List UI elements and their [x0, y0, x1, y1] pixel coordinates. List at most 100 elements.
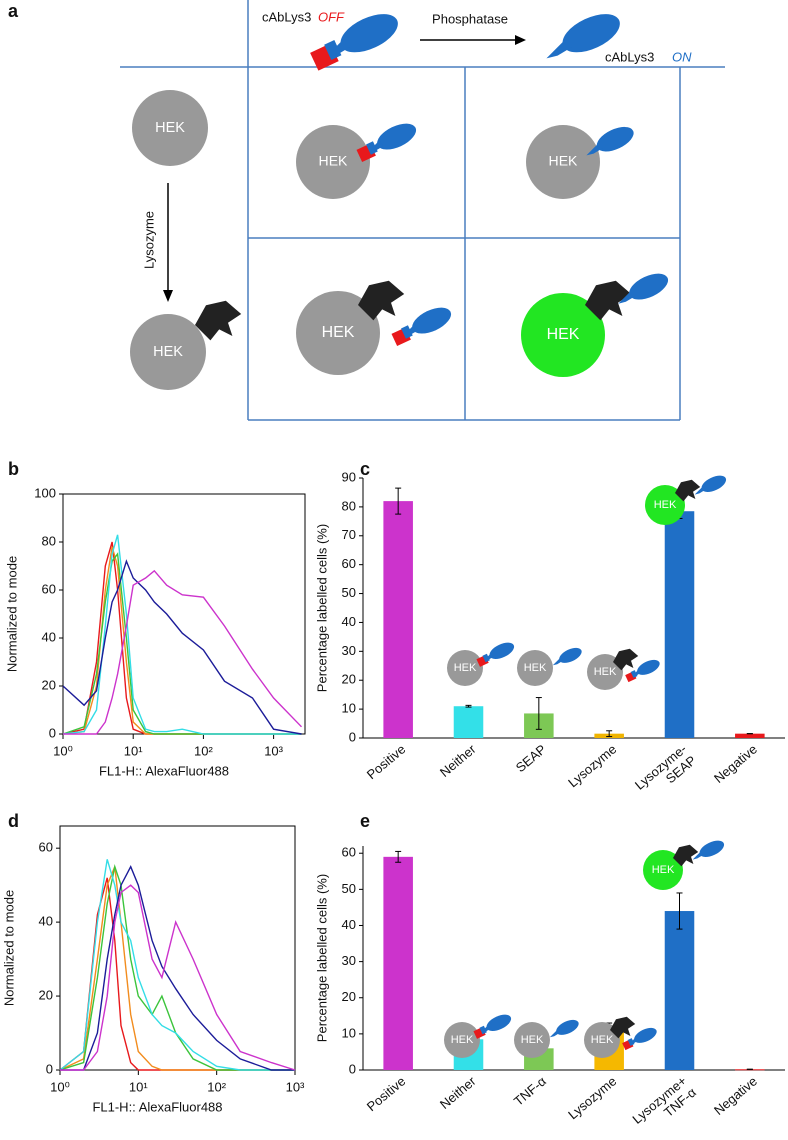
error-bar [395, 850, 402, 863]
x-tick-label: Neither [437, 1073, 479, 1112]
panel-label: b [8, 459, 19, 479]
antibody-tip [549, 1029, 560, 1038]
x-tick-label: 10² [194, 743, 213, 758]
y-axis-label: Percentage labelled cells (%) [314, 524, 329, 692]
receptor-shape [195, 300, 242, 341]
bar [453, 706, 484, 738]
y-tick-label: 50 [342, 881, 356, 896]
antibody [391, 307, 452, 346]
antibody-body [629, 273, 669, 300]
bar [383, 501, 413, 738]
y-axis-label: Normalized to mode [1, 890, 16, 1006]
y-tick-label: 10 [342, 1025, 356, 1040]
tag-base [401, 325, 413, 339]
antibody-body [637, 659, 660, 675]
error-bar [606, 730, 613, 738]
antibody [625, 659, 660, 683]
y-tick-label: 50 [342, 585, 356, 600]
antibody [694, 475, 727, 495]
x-tick-label: Lysozyme [565, 1073, 619, 1122]
histogram-line [62, 541, 302, 735]
y-axis-label: Normalized to mode [4, 556, 19, 672]
state-label: ON [672, 49, 692, 64]
y-tick-label: 60 [342, 556, 356, 571]
tag-base [482, 653, 490, 663]
enzyme-label: Phosphatase [432, 11, 508, 26]
y-tick-label: 80 [342, 498, 356, 513]
cell [526, 125, 600, 199]
panel-label: c [360, 459, 370, 479]
cell [517, 650, 553, 686]
antibody [310, 14, 398, 71]
treatment-label: Lysozyme [141, 211, 156, 269]
antibody-body [556, 1019, 579, 1035]
error-bar [676, 892, 683, 930]
y-tick-label: 40 [39, 914, 53, 929]
antibody-body [377, 123, 417, 150]
receptor-shape [613, 648, 639, 671]
y-tick-label: 30 [342, 643, 356, 658]
error-bar [535, 697, 542, 730]
y-tick-label: 20 [39, 987, 53, 1002]
plot-frame [62, 493, 306, 735]
cell-label: HEK [451, 1034, 474, 1046]
panel-label: e [360, 811, 370, 831]
receptor-shape [585, 280, 632, 321]
x-tick-label: 10² [207, 1079, 226, 1094]
tag-base [479, 1025, 487, 1035]
y-tick-label: 0 [46, 1061, 53, 1076]
antibody-tip [692, 851, 704, 860]
antibody [586, 126, 634, 156]
cell-label: HEK [322, 324, 355, 341]
y-tick-label: 90 [342, 469, 356, 484]
tag-base [324, 40, 342, 60]
antibody-body [596, 126, 634, 152]
cell [132, 90, 208, 166]
x-tick-label: Positive [364, 741, 409, 782]
receptor [195, 300, 242, 341]
antibody-body [412, 307, 452, 334]
x-tick-label: Negative [711, 1073, 760, 1117]
y-tick-label: 10 [342, 701, 356, 716]
x-tick-label: Lysozyme+TNF-α [630, 1073, 700, 1138]
bar [664, 911, 695, 1070]
cell [447, 650, 483, 686]
antibody [622, 1027, 657, 1051]
antibody [356, 123, 417, 162]
antibody-body [699, 840, 725, 857]
antibody [546, 14, 620, 59]
y-tick-label: 40 [342, 917, 356, 932]
antibody-tip [694, 486, 706, 495]
antibody [476, 642, 515, 667]
cell [296, 291, 380, 375]
x-axis-label: FL1-H:: AlexaFluor488 [99, 763, 229, 778]
receptor [585, 280, 632, 321]
antibody-body [562, 14, 620, 53]
bar [383, 856, 413, 1070]
y-tick-label: 40 [342, 614, 356, 629]
arrow-head [163, 290, 173, 302]
x-tick-label: 10⁰ [53, 743, 73, 758]
histogram-line [60, 884, 296, 1071]
cell [521, 293, 605, 377]
cell [444, 1022, 480, 1058]
y-tick-label: 60 [42, 581, 56, 596]
y-tick-label: 0 [349, 1061, 356, 1076]
tag-base [630, 670, 638, 678]
tag-base [627, 1038, 635, 1046]
cell-label: HEK [654, 499, 677, 511]
x-tick-label: SEAP [513, 741, 549, 775]
antibody [473, 1014, 512, 1039]
histogram-line [59, 864, 295, 1071]
receptor-shape [610, 1016, 636, 1039]
receptor [675, 479, 701, 502]
antibody-label: cAbLys3 [605, 49, 654, 64]
x-tick-label: 10³ [286, 1079, 305, 1094]
antibody-tip [546, 38, 572, 59]
antibody-tip [586, 142, 603, 156]
panel-label: a [8, 1, 19, 21]
x-tick-label: TNF-α [511, 1073, 549, 1109]
error-bar [465, 704, 472, 708]
cell-label: HEK [521, 1034, 544, 1046]
